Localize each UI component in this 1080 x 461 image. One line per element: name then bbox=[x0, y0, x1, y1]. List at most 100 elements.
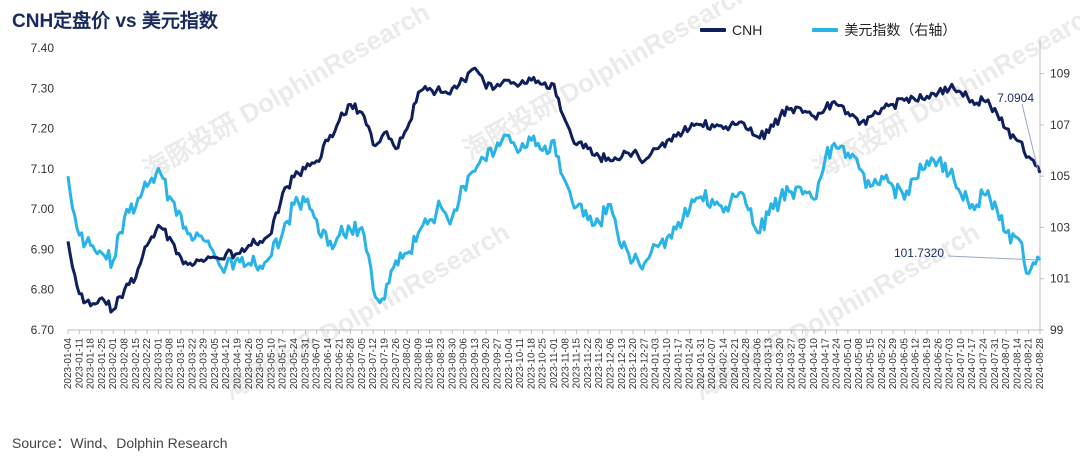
y-axis-left: 6.70 6.80 6.90 7.00 7.10 7.20 7.30 7.40 bbox=[31, 41, 55, 337]
x-tick-label: 2023-10-25 bbox=[538, 338, 549, 390]
series-line-usd-index bbox=[66, 133, 1042, 305]
x-tick-label: 2023-03-08 bbox=[165, 338, 176, 390]
x-tick-label: 2023-04-12 bbox=[221, 338, 232, 390]
x-tick-label: 2024-05-15 bbox=[865, 338, 876, 390]
chart-legend: CNH 美元指数（右轴） bbox=[700, 20, 956, 40]
x-tick-label: 2024-07-03 bbox=[945, 338, 956, 390]
y-left-tick-label: 7.30 bbox=[31, 81, 55, 95]
x-tick-label: 2024-07-31 bbox=[990, 338, 1001, 390]
x-tick-label: 2023-04-19 bbox=[233, 338, 244, 390]
legend-label-cnh: CNH bbox=[732, 22, 763, 38]
x-tick-label: 2023-08-30 bbox=[447, 338, 458, 390]
annotation-leader-usd bbox=[947, 255, 1039, 261]
x-tick-label: 2024-03-20 bbox=[775, 338, 786, 390]
x-tick-label: 2023-05-03 bbox=[255, 338, 266, 390]
x-tick-label: 2023-03-29 bbox=[199, 338, 210, 390]
x-tick-label: 2023-10-11 bbox=[515, 338, 526, 389]
y-right-tick-label: 99 bbox=[1050, 323, 1064, 337]
y-left-tick-label: 6.90 bbox=[31, 242, 55, 256]
x-tick-label: 2023-10-18 bbox=[526, 338, 537, 390]
x-tick-label: 2023-01-18 bbox=[86, 338, 97, 390]
x-tick-label: 2023-10-04 bbox=[504, 338, 515, 390]
x-tick-label: 2024-05-22 bbox=[877, 338, 888, 390]
x-tick-label: 2023-02-15 bbox=[131, 338, 142, 390]
x-tick-label: 2023-09-06 bbox=[459, 338, 470, 390]
y-right-tick-label: 101 bbox=[1050, 272, 1070, 286]
x-tick-label: 2024-06-12 bbox=[911, 338, 922, 390]
legend-label-usd: 美元指数（右轴） bbox=[844, 22, 957, 38]
x-tick-label: 2023-08-09 bbox=[413, 338, 424, 390]
y-axis-right: 99 101 103 105 107 109 bbox=[1040, 67, 1070, 337]
x-tick-label: 2024-02-21 bbox=[730, 338, 741, 390]
x-tick-label: 2024-01-24 bbox=[685, 338, 696, 390]
x-tick-label: 2023-03-22 bbox=[187, 338, 198, 390]
x-tick-label: 2024-08-14 bbox=[1012, 338, 1023, 390]
x-tick-label: 2023-05-10 bbox=[266, 338, 277, 390]
x-tick-label: 2023-07-12 bbox=[368, 338, 379, 390]
x-tick-label: 2023-11-01 bbox=[549, 338, 560, 389]
series-line-cnh bbox=[66, 66, 1042, 314]
x-tick-label: 2024-02-28 bbox=[741, 338, 752, 390]
x-tick-label: 2023-06-21 bbox=[334, 338, 345, 390]
y-left-tick-label: 7.40 bbox=[31, 41, 55, 55]
x-tick-label: 2024-01-03 bbox=[651, 338, 662, 390]
x-tick-label: 2023-08-23 bbox=[436, 338, 447, 390]
x-tick-label: 2023-12-06 bbox=[606, 338, 617, 390]
x-tick-label: 2024-03-06 bbox=[752, 338, 763, 390]
x-tick-label: 2023-12-13 bbox=[617, 338, 628, 390]
annotation-label-cnh: 7.0904 bbox=[997, 91, 1034, 105]
x-tick-label: 2023-12-20 bbox=[628, 338, 639, 390]
x-tick-label: 2023-05-24 bbox=[289, 338, 300, 390]
x-tick-label: 2024-08-28 bbox=[1035, 338, 1046, 390]
x-tick-label: 2024-04-03 bbox=[798, 338, 809, 390]
x-tick-label: 2023-05-17 bbox=[278, 338, 289, 390]
source-note: Source：Wind、Dolphin Research bbox=[12, 435, 228, 451]
x-tick-label: 2024-08-07 bbox=[1001, 338, 1012, 390]
x-tick-label: 2024-01-31 bbox=[696, 338, 707, 390]
legend-item-usd: 美元指数（右轴） bbox=[812, 20, 956, 40]
x-tick-label: 2023-11-08 bbox=[560, 338, 571, 389]
x-tick-label: 2023-01-11 bbox=[74, 338, 85, 389]
x-tick-label: 2023-09-13 bbox=[470, 338, 481, 390]
x-tick-label: 2023-07-05 bbox=[357, 338, 368, 390]
x-tick-label: 2023-02-01 bbox=[108, 338, 119, 390]
x-tick-label: 2023-02-08 bbox=[120, 338, 131, 390]
x-tick-label: 2024-05-01 bbox=[843, 338, 854, 390]
x-tick-label: 2023-11-29 bbox=[594, 338, 605, 389]
x-tick-label: 2023-09-27 bbox=[492, 338, 503, 390]
legend-swatch-usd bbox=[812, 28, 839, 32]
x-tick-label: 2024-06-05 bbox=[899, 338, 910, 390]
x-tick-label: 2024-03-27 bbox=[786, 338, 797, 390]
x-tick-label: 2024-04-10 bbox=[809, 338, 820, 390]
x-tick-label: 2023-05-31 bbox=[300, 338, 311, 390]
y-left-tick-label: 7.10 bbox=[31, 162, 55, 176]
x-tick-label: 2023-11-22 bbox=[583, 338, 594, 389]
chart-series bbox=[66, 66, 1042, 314]
x-tick-label: 2023-02-22 bbox=[142, 338, 153, 390]
x-tick-label: 2023-07-19 bbox=[379, 338, 390, 390]
x-tick-label: 2023-07-26 bbox=[391, 338, 402, 390]
x-tick-label: 2023-08-02 bbox=[402, 338, 413, 390]
x-axis: 2023-01-04 2023-01-11 2023-01-18 2023-01-25… bbox=[63, 330, 1046, 389]
x-tick-label: 2024-05-29 bbox=[888, 338, 899, 390]
x-tick-label: 2023-06-28 bbox=[346, 338, 357, 390]
x-tick-label: 2023-08-16 bbox=[425, 338, 436, 390]
x-tick-label: 2023-12-27 bbox=[639, 338, 650, 390]
x-tick-label: 2024-04-17 bbox=[820, 338, 831, 390]
x-tick-label: 2024-06-26 bbox=[933, 338, 944, 390]
watermark-logo: 海豚投研 DolphinResearch bbox=[138, 0, 435, 185]
x-tick-label: 2024-08-21 bbox=[1024, 338, 1035, 390]
y-left-tick-label: 7.00 bbox=[31, 202, 55, 216]
x-tick-label: 2023-06-07 bbox=[312, 338, 323, 390]
y-left-tick-label: 6.70 bbox=[31, 323, 55, 337]
legend-swatch-cnh bbox=[700, 28, 726, 32]
x-tick-label: 2023-03-15 bbox=[176, 338, 187, 390]
x-tick-label: 2024-04-24 bbox=[832, 338, 843, 390]
y-right-tick-label: 109 bbox=[1050, 67, 1070, 81]
x-tick-label: 2024-01-10 bbox=[662, 338, 673, 390]
y-left-tick-label: 6.80 bbox=[31, 283, 55, 297]
y-right-tick-label: 103 bbox=[1050, 220, 1070, 234]
x-tick-label: 2024-07-17 bbox=[967, 338, 978, 390]
x-tick-label: 2023-04-26 bbox=[244, 338, 255, 390]
